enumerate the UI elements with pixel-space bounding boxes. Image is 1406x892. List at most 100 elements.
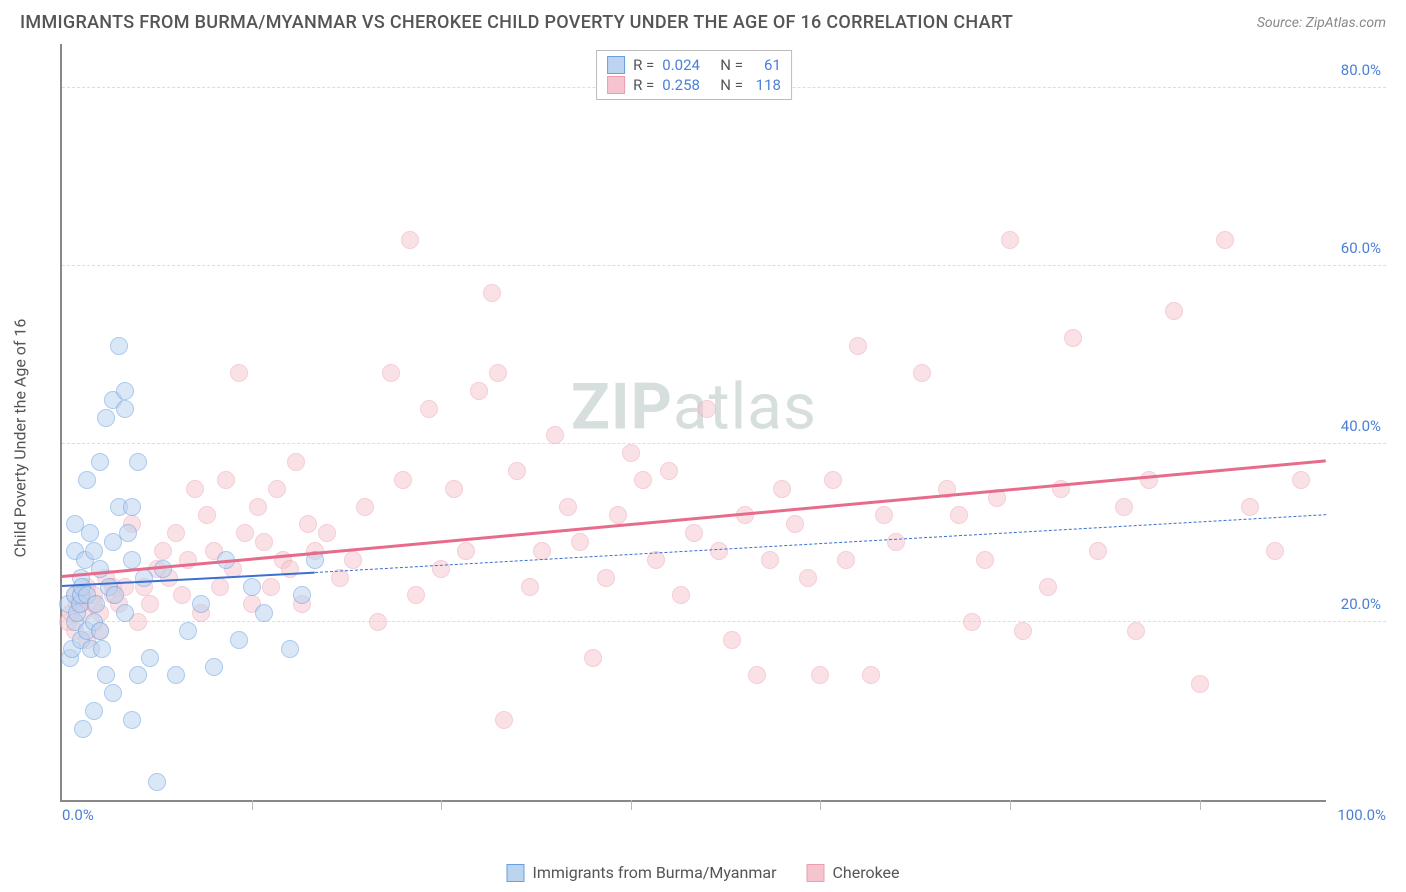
- series-b-point: [849, 337, 867, 355]
- series-b-point: [609, 506, 627, 524]
- series-a-point: [192, 595, 210, 613]
- series-b-point: [824, 471, 842, 489]
- series-a-point: [129, 453, 147, 471]
- series-b-point: [167, 524, 185, 542]
- series-a-point: [123, 498, 141, 516]
- y-tick-label: 60.0%: [1341, 239, 1381, 257]
- swatch-b: [607, 76, 625, 94]
- series-b-point: [255, 533, 273, 551]
- series-a-point: [78, 471, 96, 489]
- series-b-point: [470, 382, 488, 400]
- series-a-point: [243, 578, 261, 596]
- series-b-point: [141, 595, 159, 613]
- series-b-point: [489, 364, 507, 382]
- plot-area: ZIPatlas R = 0.024 N = 61 R = 0.258 N = …: [60, 44, 1326, 802]
- series-b-point: [546, 426, 564, 444]
- series-b-point: [723, 631, 741, 649]
- series-b-point: [748, 666, 766, 684]
- series-b-point: [1216, 231, 1234, 249]
- series-b-point: [1266, 542, 1284, 560]
- gridline-v: [252, 800, 253, 810]
- legend-label-a: Immigrants from Burma/Myanmar: [532, 863, 776, 882]
- gridline-v: [631, 800, 632, 810]
- series-b-point: [344, 551, 362, 569]
- swatch-a: [607, 56, 625, 74]
- y-tick-label: 40.0%: [1341, 417, 1381, 435]
- series-a-point: [91, 453, 109, 471]
- swatch-a-icon: [506, 864, 524, 882]
- gridline-h: [62, 265, 1386, 266]
- series-b-point: [698, 400, 716, 418]
- series-a-point: [119, 524, 137, 542]
- legend-item-b: Cherokee: [806, 863, 899, 882]
- series-b-point: [268, 480, 286, 498]
- series-b-point: [950, 506, 968, 524]
- series-b-point: [1115, 498, 1133, 516]
- series-b-point: [875, 506, 893, 524]
- series-b-point: [401, 231, 419, 249]
- series-b-point: [1127, 622, 1145, 640]
- series-b-point: [445, 480, 463, 498]
- series-b-point: [634, 471, 652, 489]
- trend-b: [62, 459, 1326, 578]
- series-b-point: [407, 586, 425, 604]
- series-b-point: [217, 471, 235, 489]
- series-b-point: [262, 578, 280, 596]
- series-b-point: [559, 498, 577, 516]
- series-b-point: [584, 649, 602, 667]
- series-b-point: [1064, 329, 1082, 347]
- series-a-point: [135, 569, 153, 587]
- series-b-point: [887, 533, 905, 551]
- swatch-b-icon: [806, 864, 824, 882]
- series-a-point: [104, 684, 122, 702]
- series-b-point: [773, 480, 791, 498]
- gridline-v: [820, 800, 821, 810]
- series-a-point: [167, 666, 185, 684]
- legend-label-b: Cherokee: [832, 863, 899, 882]
- gridline-h: [62, 443, 1386, 444]
- series-a-point: [85, 702, 103, 720]
- series-b-point: [318, 524, 336, 542]
- series-b-point: [672, 586, 690, 604]
- series-b-point: [236, 524, 254, 542]
- series-a-point: [91, 622, 109, 640]
- series-b-point: [799, 569, 817, 587]
- series-b-point: [862, 666, 880, 684]
- legend-item-a: Immigrants from Burma/Myanmar: [506, 863, 776, 882]
- series-a-point: [81, 524, 99, 542]
- series-b-point: [173, 586, 191, 604]
- series-b-point: [211, 578, 229, 596]
- series-b-point: [1292, 471, 1310, 489]
- series-b-point: [1191, 675, 1209, 693]
- series-a-point: [293, 586, 311, 604]
- series-b-point: [811, 666, 829, 684]
- series-b-point: [660, 462, 678, 480]
- series-a-point: [74, 720, 92, 738]
- series-a-point: [205, 658, 223, 676]
- correlation-legend: R = 0.024 N = 61 R = 0.258 N = 118: [596, 50, 792, 100]
- series-b-point: [457, 542, 475, 560]
- series-a-point: [116, 382, 134, 400]
- series-a-point: [148, 773, 166, 791]
- series-b-point: [198, 506, 216, 524]
- watermark: ZIPatlas: [571, 369, 817, 444]
- series-b-point: [1165, 302, 1183, 320]
- series-b-point: [420, 400, 438, 418]
- series-a-point: [97, 409, 115, 427]
- series-a-point: [93, 640, 111, 658]
- series-a-point: [179, 622, 197, 640]
- series-a-point: [129, 666, 147, 684]
- series-b-point: [761, 551, 779, 569]
- y-axis-label: Child Poverty Under the Age of 16: [11, 319, 30, 558]
- series-a-point: [116, 400, 134, 418]
- series-legend: Immigrants from Burma/Myanmar Cherokee: [506, 863, 899, 882]
- y-tick-label: 20.0%: [1341, 595, 1381, 613]
- series-b-point: [1001, 231, 1019, 249]
- series-a-point: [85, 542, 103, 560]
- series-b-point: [394, 471, 412, 489]
- series-a-point: [230, 631, 248, 649]
- series-a-point: [123, 711, 141, 729]
- gridline-v: [441, 800, 442, 810]
- chart-title: IMMIGRANTS FROM BURMA/MYANMAR VS CHEROKE…: [20, 12, 1013, 33]
- series-b-point: [495, 711, 513, 729]
